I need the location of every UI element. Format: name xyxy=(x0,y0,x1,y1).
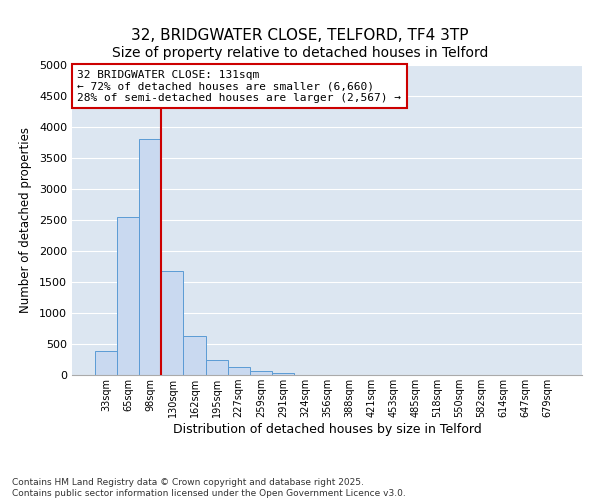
Text: Contains HM Land Registry data © Crown copyright and database right 2025.
Contai: Contains HM Land Registry data © Crown c… xyxy=(12,478,406,498)
Bar xyxy=(161,271,184,375)
Bar xyxy=(117,217,139,375)
Bar xyxy=(250,370,272,375)
Bar xyxy=(139,140,161,375)
Bar xyxy=(272,372,294,375)
X-axis label: Distribution of detached houses by size in Telford: Distribution of detached houses by size … xyxy=(173,423,481,436)
Bar xyxy=(206,360,227,375)
Bar xyxy=(227,367,250,375)
Y-axis label: Number of detached properties: Number of detached properties xyxy=(19,127,32,313)
Bar xyxy=(95,351,117,375)
Bar xyxy=(184,336,206,375)
Text: 32, BRIDGWATER CLOSE, TELFORD, TF4 3TP: 32, BRIDGWATER CLOSE, TELFORD, TF4 3TP xyxy=(131,28,469,42)
Text: Size of property relative to detached houses in Telford: Size of property relative to detached ho… xyxy=(112,46,488,60)
Text: 32 BRIDGWATER CLOSE: 131sqm
← 72% of detached houses are smaller (6,660)
28% of : 32 BRIDGWATER CLOSE: 131sqm ← 72% of det… xyxy=(77,70,401,103)
